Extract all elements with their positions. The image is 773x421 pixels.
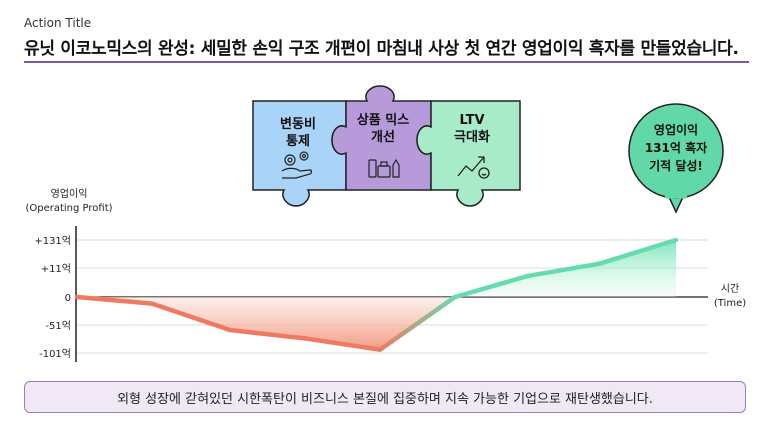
puzzle-2-line1: 상품 믹스 <box>357 113 409 128</box>
loss-area <box>77 297 455 350</box>
x-axis-title: 시간 <box>721 283 739 295</box>
callout-line3: 기적 달성! <box>649 158 703 173</box>
y-axis-title: 영업이익 <box>51 187 88 200</box>
y-axis-title-en: (Operating Profit) <box>25 203 112 214</box>
puzzle-piece-ltv <box>416 100 521 207</box>
profit-line-segment <box>227 327 308 341</box>
profit-chart: +131억 +11억 0 -51억 -101억 <box>34 226 708 362</box>
profit-line-segment <box>149 301 233 333</box>
products-icon <box>368 158 400 178</box>
profit-callout <box>628 103 724 214</box>
page-title: 유닛 이코노믹스의 완성: 세밀한 손익 구조 개편이 마침내 사상 첫 연간 … <box>24 39 739 59</box>
puzzle-3-line1: LTV <box>459 113 484 128</box>
summary-box: 외형 성장에 갇혀있던 시한폭탄이 비즈니스 본질에 집중하며 지속 가능한 기… <box>24 381 746 413</box>
title-divider <box>24 61 749 63</box>
action-title-label: Action Title <box>24 16 92 30</box>
callout-line1: 영업이익 <box>654 122 698 137</box>
y-tick-label: -51억 <box>45 320 71 332</box>
puzzle-1-line1: 변동비 <box>280 117 316 132</box>
profit-line-segment <box>452 273 531 300</box>
x-axis-title-en: (Time) <box>714 298 746 309</box>
y-tick-label: -101억 <box>39 348 71 360</box>
y-tick-label: 0 <box>65 293 71 304</box>
hand-gears-icon <box>281 151 313 179</box>
puzzle-3-line2: 극대화 <box>454 129 490 145</box>
puzzle-2-line2: 개선 <box>371 129 395 145</box>
profit-line-segment <box>525 261 603 279</box>
y-tick-label: +11억 <box>41 263 71 275</box>
profit-line-segment <box>74 294 155 306</box>
callout-line2: 131억 흑자 <box>645 140 707 155</box>
profit-line-segment <box>377 294 458 352</box>
profit-line-segment <box>302 336 383 352</box>
y-tick-label: +131억 <box>34 235 71 247</box>
growth-arrow-icon <box>457 156 490 179</box>
profit-line-segment <box>597 237 679 266</box>
summary-text: 외형 성장에 갇혀있던 시한폭탄이 비즈니스 본질에 집중하며 지속 가능한 기… <box>117 391 653 407</box>
puzzle-1-line2: 통제 <box>286 134 310 149</box>
